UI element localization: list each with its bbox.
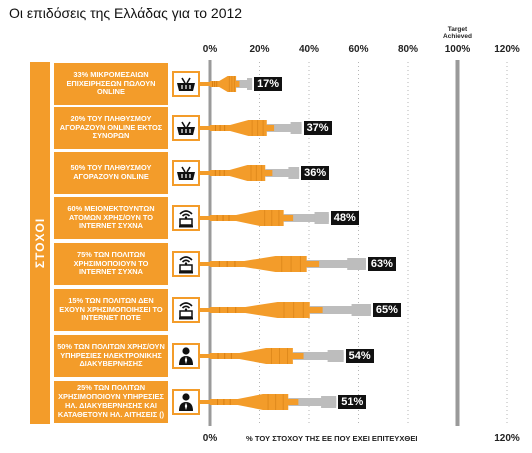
row-connector	[200, 308, 210, 312]
bar-trail	[292, 352, 344, 360]
bar-trail	[288, 398, 337, 406]
goal-label: 15% ΤΩΝ ΠΟΛΙΤΩΝ ΔΕΝ ΕΧΟΥΝ ΧΡΗΣΙΜΟΠΟΙΗΣΕΙ…	[54, 289, 168, 331]
target-label-line: Target	[447, 26, 468, 33]
row-connector	[200, 82, 210, 86]
value-label: 37%	[303, 121, 332, 135]
top-tick-label: 0%	[202, 44, 218, 55]
bar-plug	[230, 120, 267, 136]
row-connector	[200, 126, 210, 130]
bar-trail	[347, 258, 366, 270]
bar-trail	[290, 122, 302, 134]
bar-plug	[244, 256, 307, 272]
goal-label: 20% ΤΟΥ ΠΛΗΘΥΣΜΟΥ ΑΓΟΡΑΖΟΥΝ ONLINE ΕΚΤΟΣ…	[54, 107, 168, 149]
top-tick-label: 80%	[397, 44, 419, 55]
top-tick-label: 40%	[298, 44, 320, 55]
bar-trail	[236, 80, 253, 88]
bar-trail	[309, 306, 371, 314]
value-label: 63%	[367, 257, 396, 271]
person-icon	[172, 343, 200, 369]
bottom-tick-label: 120%	[494, 433, 520, 444]
side-label-text: ΣΤΟΧΟΙ	[33, 217, 48, 269]
top-tick-label: 120%	[494, 44, 520, 55]
wifi-computer-icon	[172, 251, 200, 277]
value-label: 65%	[372, 303, 401, 317]
bar-trail	[321, 396, 337, 408]
bar-plug	[229, 165, 266, 181]
bar-plug	[237, 394, 289, 410]
bar-trail	[265, 169, 300, 177]
bar-trail	[283, 214, 329, 222]
row-connector	[200, 262, 210, 266]
bar-trail	[288, 167, 300, 179]
bottom-tick-label: 0%	[202, 433, 218, 444]
side-label: ΣΤΟΧΟΙ	[30, 62, 50, 424]
person-icon	[172, 389, 200, 415]
goal-label: 75% ΤΩΝ ΠΟΛΙΤΩΝ ΧΡΗΣΙΜΟΠΟΙΟΥΝ ΤΟ INTERNE…	[54, 243, 168, 285]
top-tick-label: 100%	[444, 44, 471, 55]
top-tick-label: 60%	[348, 44, 369, 55]
bar-trail	[314, 212, 329, 224]
wifi-computer-icon	[172, 205, 200, 231]
bar-trail	[351, 304, 371, 316]
bar-plug	[236, 210, 284, 226]
basket-icon	[172, 160, 200, 186]
target-label-line: Achieved	[443, 32, 472, 40]
goal-label: 50% ΤΟΥ ΠΛΗΘΥΣΜΟΥ ΑΓΟΡΑΖΟΥΝ ONLINE	[54, 152, 168, 194]
goal-label: 33% ΜΙΚΡΟΜΕΣΑΙΩΝ ΕΠΙΧΕΙΡΗΣΕΩΝ ΠΩΛΟΥΝ ONL…	[54, 63, 168, 105]
row-connector	[200, 354, 210, 358]
bar-trail	[266, 124, 302, 132]
bar-plug	[239, 348, 293, 364]
page-title: Οι επιδόσεις της Ελλάδας για το 2012	[9, 5, 243, 21]
value-label: 48%	[330, 211, 359, 225]
row-connector	[200, 400, 210, 404]
bar-trail	[306, 260, 366, 268]
row-connector	[200, 171, 210, 175]
bar-plug	[219, 76, 237, 92]
goal-label: 60% ΜΕΙΟΝΕΚΤΟΥΝΤΩΝ ΑΤΟΜΩΝ ΧΡΗΣ/ΟΥΝ ΤΟ IN…	[54, 197, 168, 239]
basket-icon	[172, 115, 200, 141]
goal-label: 25% ΤΩΝ ΠΟΛΙΤΩΝ ΧΡΗΣΙΜΟΠΟΙΟΥΝ ΥΠΗΡΕΣΙΕΣ …	[54, 381, 168, 423]
bar-trail	[327, 350, 344, 362]
target-label: Target Achieved	[443, 26, 472, 41]
value-label: 54%	[345, 349, 374, 363]
basket-icon	[172, 71, 200, 97]
goal-label: 50% ΤΩΝ ΠΟΛΙΤΩΝ ΧΡΗΣ/ΟΥΝ ΥΠΗΡΕΣΙΕΣ ΗΛΕΚΤ…	[54, 335, 168, 377]
value-label: 17%	[254, 77, 283, 91]
value-label: 36%	[301, 166, 330, 180]
wifi-computer-icon	[172, 297, 200, 323]
bar-plug	[245, 302, 310, 318]
row-connector	[200, 216, 210, 220]
value-label: 51%	[338, 395, 367, 409]
bar-trail	[247, 78, 253, 90]
top-tick-label: 20%	[249, 44, 270, 55]
x-axis-label: % ΤΟΥ ΣΤΟΧΟΥ ΤΗΣ ΕΕ ΠΟΥ ΕΧΕΙ ΕΠΙΤΕΥΧΘΕΙ	[246, 434, 418, 443]
